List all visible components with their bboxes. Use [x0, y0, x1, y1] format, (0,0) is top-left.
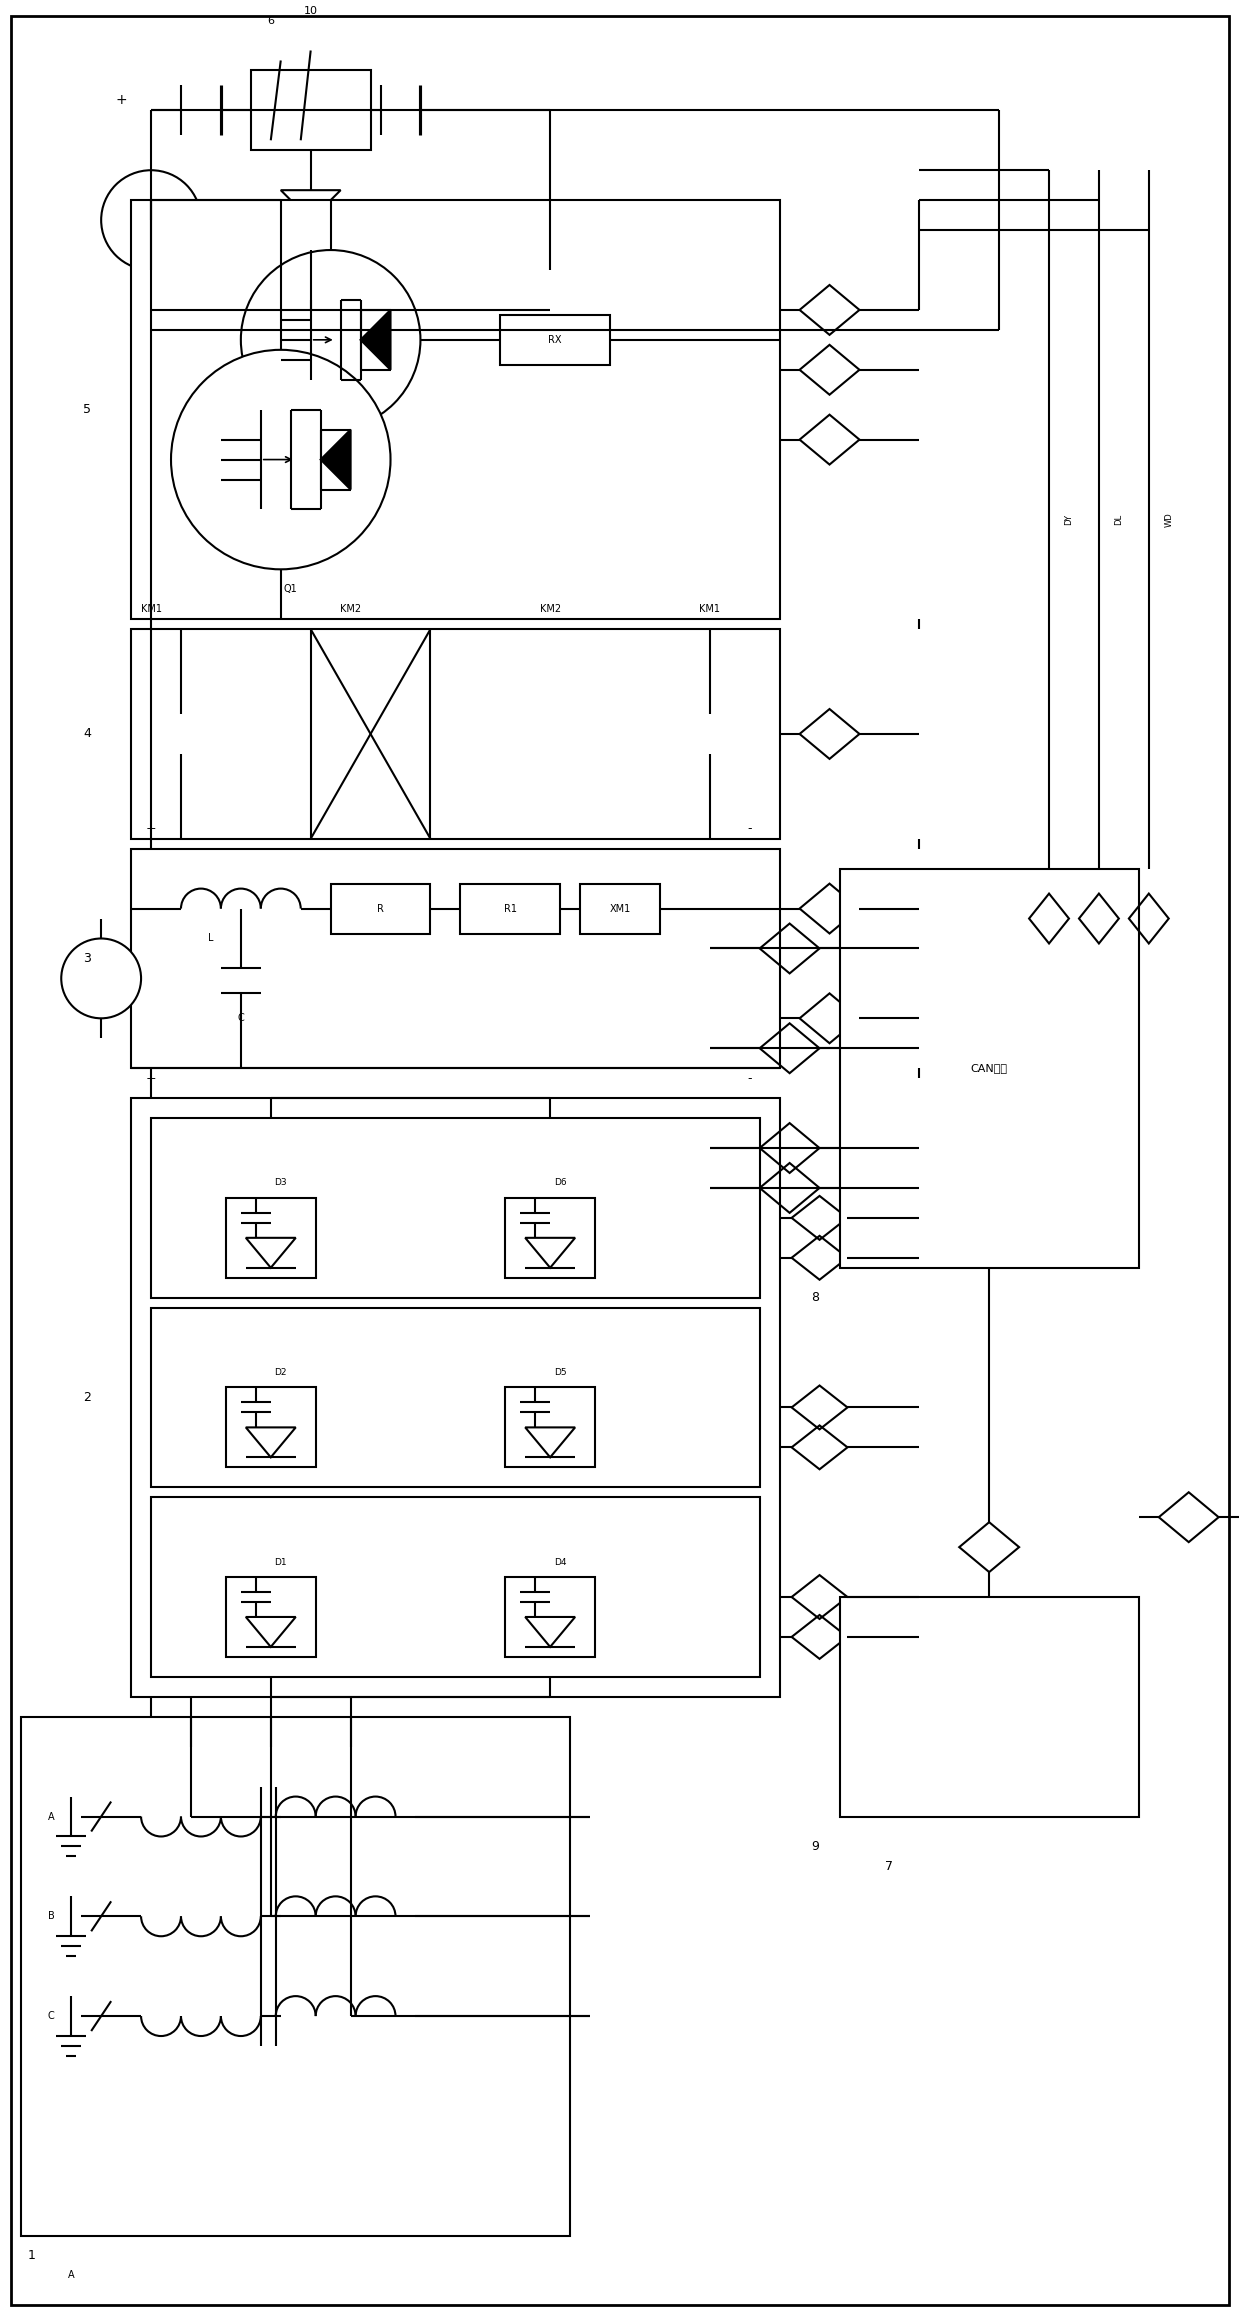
Bar: [131, 848, 780, 1069]
Bar: [500, 315, 610, 364]
Text: 10: 10: [304, 5, 317, 16]
Text: CAN通讯: CAN通讯: [971, 1064, 1008, 1073]
Text: Q2: Q2: [334, 445, 347, 454]
Bar: [580, 883, 660, 934]
Text: D4: D4: [554, 1558, 567, 1567]
Text: -: -: [748, 823, 751, 834]
Text: 7: 7: [885, 1859, 893, 1873]
Text: Q1: Q1: [284, 584, 298, 593]
Text: 8: 8: [811, 1291, 820, 1305]
Text: KM1: KM1: [140, 605, 161, 614]
Text: C: C: [238, 1013, 244, 1022]
Polygon shape: [321, 429, 351, 489]
Polygon shape: [361, 311, 391, 371]
Text: -: -: [748, 1071, 751, 1085]
Text: 6: 6: [268, 16, 274, 25]
Text: D5: D5: [554, 1368, 567, 1377]
Text: KM1: KM1: [699, 605, 720, 614]
Text: D6: D6: [554, 1178, 567, 1187]
Bar: [250, 70, 371, 151]
Text: C: C: [48, 2012, 55, 2021]
Bar: [226, 1388, 316, 1467]
Text: KM2: KM2: [539, 605, 560, 614]
Text: RX: RX: [548, 334, 562, 345]
Bar: [151, 1117, 760, 1298]
Bar: [226, 1576, 316, 1657]
Text: +: +: [146, 1071, 156, 1085]
Circle shape: [61, 939, 141, 1018]
Bar: [21, 1718, 570, 2235]
Text: +: +: [146, 823, 156, 834]
Text: B: B: [48, 1912, 55, 1922]
Text: L: L: [208, 934, 213, 943]
Bar: [505, 1576, 595, 1657]
Text: DY: DY: [1064, 515, 1074, 524]
Text: KM2: KM2: [340, 605, 361, 614]
Bar: [151, 1307, 760, 1488]
Text: R: R: [377, 904, 384, 913]
Bar: [131, 628, 780, 839]
Text: A: A: [48, 1813, 55, 1822]
Bar: [226, 1198, 316, 1277]
Text: 5: 5: [83, 403, 92, 417]
Text: 3: 3: [83, 953, 92, 964]
Bar: [505, 1198, 595, 1277]
Text: D3: D3: [274, 1178, 288, 1187]
Text: R1: R1: [503, 904, 517, 913]
Text: +: +: [115, 93, 126, 107]
Text: DL: DL: [1115, 515, 1123, 524]
Bar: [460, 883, 560, 934]
Circle shape: [241, 250, 420, 429]
Bar: [839, 1597, 1138, 1817]
Bar: [131, 199, 780, 619]
Text: A: A: [68, 2272, 74, 2281]
Text: 1: 1: [27, 2248, 35, 2262]
Text: 9: 9: [812, 1840, 820, 1852]
Circle shape: [171, 350, 391, 570]
Text: 4: 4: [83, 728, 92, 739]
Text: XM1: XM1: [609, 904, 631, 913]
Bar: [331, 883, 430, 934]
Text: 2: 2: [83, 1391, 92, 1405]
Bar: [505, 1388, 595, 1467]
Bar: [151, 1497, 760, 1676]
Text: WD: WD: [1164, 512, 1173, 526]
Bar: [839, 869, 1138, 1268]
Text: D1: D1: [274, 1558, 288, 1567]
Bar: [131, 1099, 780, 1697]
Circle shape: [102, 169, 201, 269]
Text: D2: D2: [274, 1368, 286, 1377]
